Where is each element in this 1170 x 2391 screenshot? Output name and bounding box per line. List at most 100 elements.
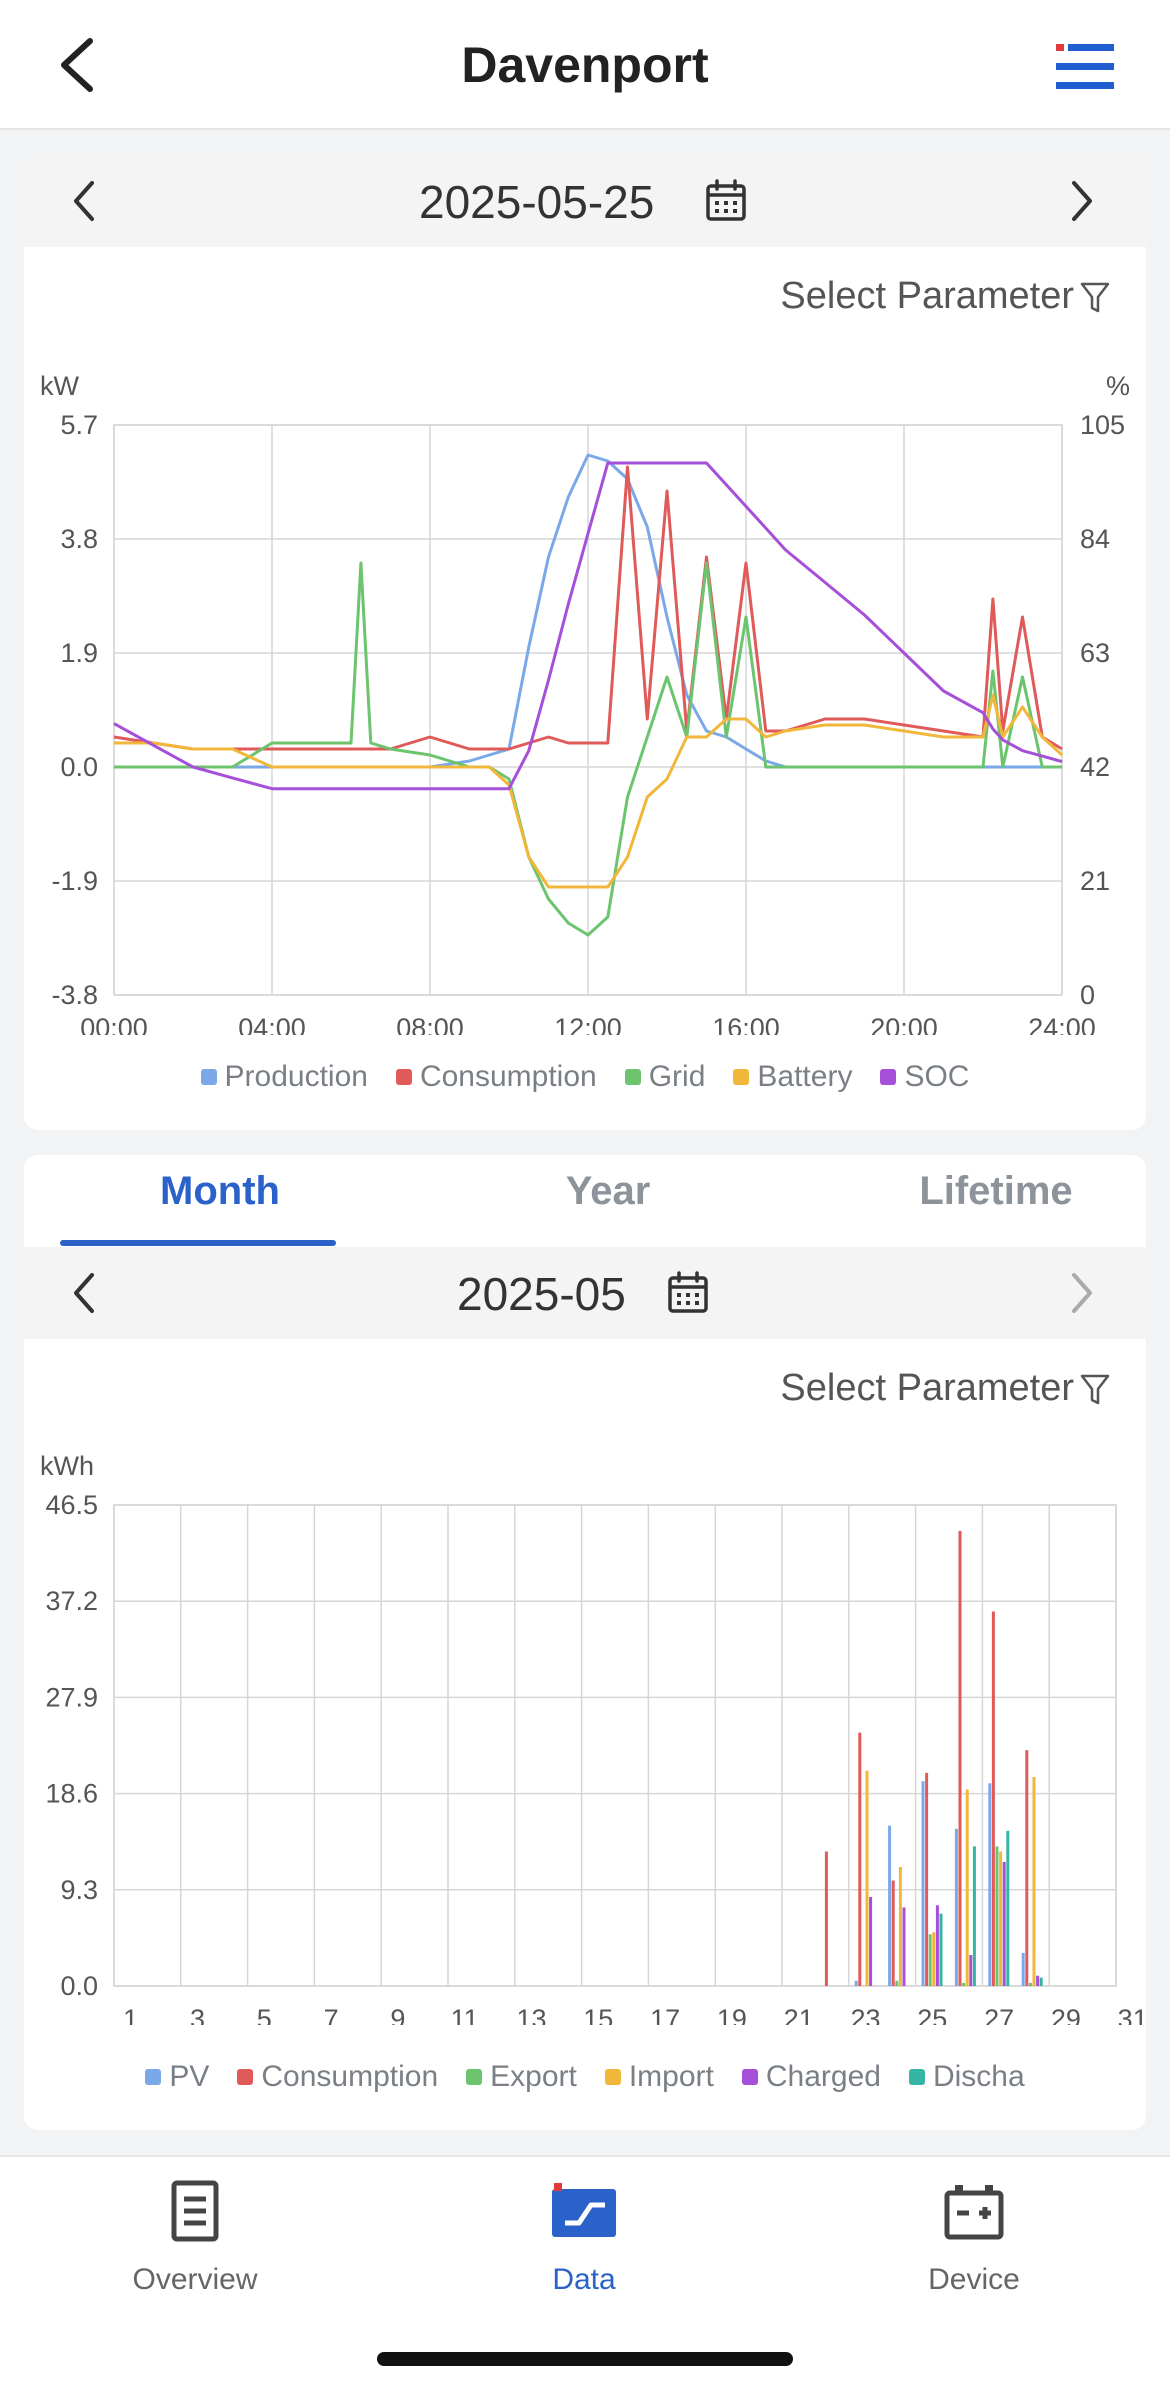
legend-item[interactable]: Production bbox=[200, 1060, 368, 1094]
x-tick-label: 31 bbox=[1118, 2004, 1146, 2025]
x-tick-label: 04:00 bbox=[238, 1013, 306, 1035]
daily-power-card: 2025-05-25 Select Parameter 5.7 3.8 1.9 0.0… bbox=[24, 155, 1146, 1130]
daily-chart-legend: Production Consumption Grid Battery SOC bbox=[24, 1060, 1146, 1094]
series-line-soc bbox=[113, 461, 1063, 791]
bar-consumption bbox=[925, 1772, 929, 1986]
y-axis-unit-left: kW bbox=[40, 371, 80, 401]
legend-item[interactable]: SOC bbox=[880, 1060, 969, 1094]
legend-item[interactable]: Consumption bbox=[237, 2060, 438, 2094]
bar-export bbox=[895, 1980, 899, 1986]
x-tick-label: 25 bbox=[917, 2004, 947, 2025]
nav-device[interactable]: Device bbox=[824, 2177, 1124, 2297]
bar-charged bbox=[969, 1955, 973, 1986]
bar-charged bbox=[935, 1905, 939, 1986]
nav-overview-label: Overview bbox=[132, 2263, 258, 2296]
x-tick-label: 3 bbox=[190, 2004, 205, 2025]
nav-overview[interactable]: Overview bbox=[45, 2177, 345, 2297]
y-tick-label-right: 105 bbox=[1080, 410, 1125, 440]
x-tick-label: 5 bbox=[257, 2004, 272, 2025]
y-tick-label: 0.0 bbox=[60, 1971, 98, 2001]
bar-consumption bbox=[1025, 1750, 1029, 1986]
x-tick-label: 08:00 bbox=[396, 1013, 464, 1035]
legend-label: Charged bbox=[765, 2060, 881, 2093]
y-tick-label-right: 42 bbox=[1080, 752, 1110, 782]
monthly-chart-legend: PV Consumption Export Import Charged Discha bbox=[24, 2060, 1146, 2094]
y-tick-label-left: 0.0 bbox=[60, 752, 98, 782]
legend-item[interactable]: Grid bbox=[624, 1060, 705, 1094]
y-tick-label: 46.5 bbox=[45, 1490, 98, 1520]
app-header: Davenport bbox=[0, 0, 1170, 130]
legend-item[interactable]: Consumption bbox=[395, 1060, 597, 1094]
legend-label: Import bbox=[628, 2060, 714, 2093]
page-title: Davenport bbox=[461, 37, 709, 93]
bar-pv bbox=[988, 1783, 992, 1986]
y-tick-label: 9.3 bbox=[60, 1875, 98, 1905]
bar-export bbox=[995, 1846, 999, 1986]
bar-export bbox=[962, 1982, 966, 1986]
bar-import bbox=[965, 1789, 969, 1986]
x-tick-label: 13 bbox=[516, 2004, 546, 2025]
period-energy-card: Month Year Lifetime 2025-05 Select Param… bbox=[24, 1155, 1146, 2130]
legend-item[interactable]: Battery bbox=[733, 1060, 852, 1094]
legend-label: PV bbox=[169, 2060, 210, 2093]
legend-swatch bbox=[395, 1069, 412, 1085]
y-tick-label-right: 21 bbox=[1080, 866, 1110, 896]
bar-charged bbox=[902, 1907, 906, 1986]
tab-year[interactable]: Year bbox=[565, 1169, 651, 1213]
x-tick-label: 9 bbox=[390, 2004, 405, 2025]
y-tick-label-right: 63 bbox=[1080, 638, 1110, 668]
legend-label: Battery bbox=[757, 1060, 853, 1093]
daily-line-chart-svg: 5.7 3.8 1.9 0.0 -1.9 -3.8 105 84 63 42 21 0 00:00 04:… bbox=[40, 371, 1130, 1043]
select-parameter-button[interactable]: Select Parameter bbox=[780, 275, 1110, 318]
period-tabs: Month Year Lifetime bbox=[24, 1155, 1146, 1247]
bar-discha bbox=[1006, 1830, 1010, 1986]
y-tick-label-right: 84 bbox=[1080, 524, 1110, 554]
bar-pv bbox=[888, 1825, 892, 1986]
legend-swatch bbox=[237, 2069, 254, 2085]
previous-day-icon[interactable] bbox=[60, 175, 112, 227]
monthly-bar-chart: 46.5 37.2 27.9 18.6 9.3 0.0 1 3 5 7 9 11 13 15 17 19 21 2… bbox=[24, 1425, 1146, 2034]
menu-list-icon[interactable] bbox=[1056, 42, 1114, 92]
series-line-grid bbox=[114, 561, 1062, 937]
legend-item[interactable]: PV bbox=[145, 2060, 209, 2094]
legend-item[interactable]: Charged bbox=[741, 2060, 881, 2094]
legend-item[interactable]: Import bbox=[604, 2060, 714, 2094]
legend-label: SOC bbox=[904, 1060, 970, 1093]
next-month-icon[interactable] bbox=[1054, 1267, 1106, 1319]
document-list-icon bbox=[171, 2180, 219, 2242]
legend-item[interactable]: Discha bbox=[908, 2060, 1025, 2094]
y-axis-unit: kWh bbox=[40, 1451, 94, 1481]
bar-pv bbox=[954, 1828, 958, 1986]
x-tick-label: 29 bbox=[1051, 2004, 1081, 2025]
bar-import bbox=[999, 1851, 1003, 1986]
nav-data[interactable]: Data bbox=[434, 2177, 734, 2297]
bar-export bbox=[1028, 1982, 1032, 1986]
x-tick-label: 24:00 bbox=[1028, 1013, 1096, 1035]
legend-item[interactable]: Export bbox=[466, 2060, 577, 2094]
x-tick-label: 17 bbox=[650, 2004, 680, 2025]
legend-swatch bbox=[624, 1069, 641, 1085]
previous-month-icon[interactable] bbox=[60, 1267, 112, 1319]
bar-pv bbox=[1021, 1952, 1025, 1986]
bar-consumption bbox=[991, 1611, 995, 1986]
daily-line-chart: 5.7 3.8 1.9 0.0 -1.9 -3.8 105 84 63 42 21 0 00:00 04:… bbox=[24, 335, 1146, 1043]
x-tick-label: 1 bbox=[123, 2004, 138, 2025]
y-tick-label-left: 3.8 bbox=[60, 524, 98, 554]
month-date-label[interactable]: 2025-05 bbox=[457, 1268, 626, 1320]
back-arrow-icon[interactable] bbox=[50, 35, 110, 95]
tab-lifetime[interactable]: Lifetime bbox=[919, 1169, 1073, 1213]
calendar-icon[interactable] bbox=[667, 1271, 709, 1315]
day-date-label[interactable]: 2025-05-25 bbox=[419, 176, 655, 228]
bar-consumption bbox=[858, 1732, 862, 1986]
y-tick-label-left: -1.9 bbox=[51, 866, 98, 896]
legend-label: Export bbox=[490, 2060, 577, 2093]
calendar-icon[interactable] bbox=[705, 179, 747, 223]
y-axis-unit-right: % bbox=[1106, 371, 1130, 401]
tab-month[interactable]: Month bbox=[160, 1169, 280, 1213]
y-tick-label: 37.2 bbox=[45, 1586, 98, 1616]
bar-discha bbox=[1039, 1977, 1043, 1986]
legend-label: Consumption bbox=[261, 2060, 439, 2093]
next-day-icon[interactable] bbox=[1054, 175, 1106, 227]
select-parameter-button[interactable]: Select Parameter bbox=[780, 1367, 1110, 1410]
y-tick-label-left: 5.7 bbox=[60, 410, 98, 440]
